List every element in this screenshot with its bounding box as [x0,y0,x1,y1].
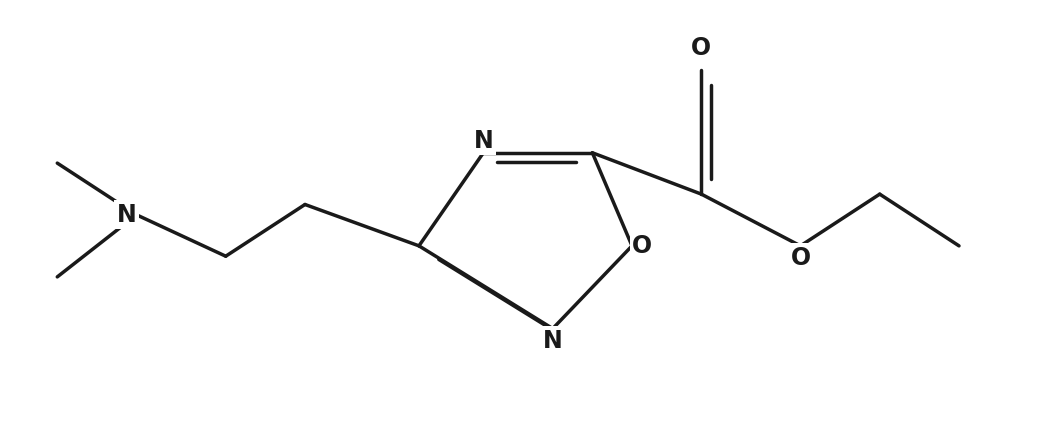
Text: O: O [632,234,652,258]
Text: N: N [474,129,494,153]
Text: O: O [791,246,811,270]
Text: N: N [543,329,563,352]
Text: O: O [691,36,711,60]
Text: N: N [117,203,137,227]
